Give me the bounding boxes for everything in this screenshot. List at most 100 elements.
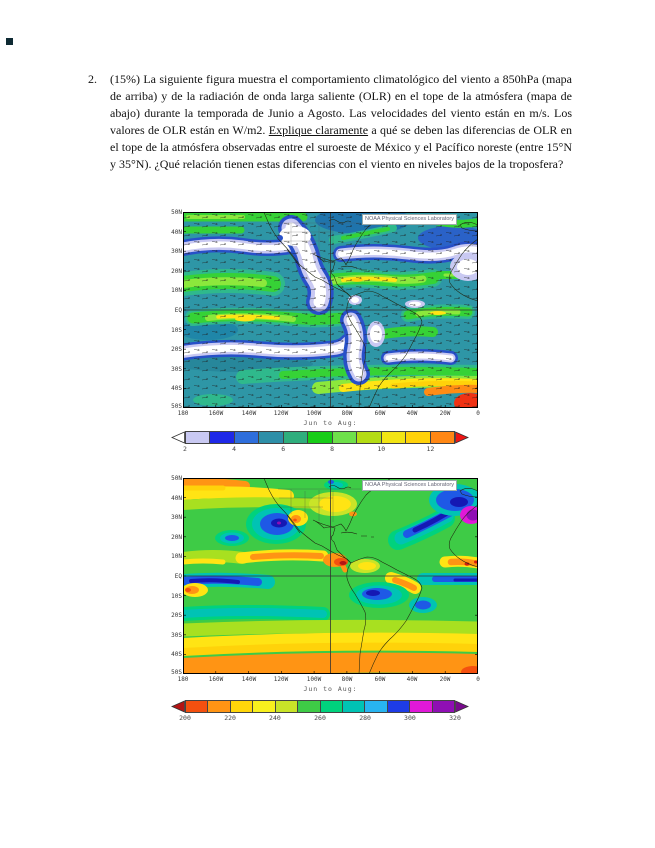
noaa-label: NOAA Physical Sciences Laboratory <box>362 480 457 491</box>
colorbar-segment <box>234 432 260 443</box>
lat-axis-label: 30S <box>171 366 182 373</box>
colorbar-tick: 240 <box>269 714 281 722</box>
lon-axis-label: 20W <box>439 410 451 417</box>
lon-axis-label: 120W <box>273 410 289 417</box>
lat-axis-label: 20N <box>171 534 182 541</box>
coastlines <box>263 478 478 674</box>
lon-axis-label: 100W <box>306 410 322 417</box>
wind-map-svg <box>183 212 478 408</box>
colorbar-segment <box>387 701 411 712</box>
colorbar-segment <box>186 432 211 443</box>
lon-axis-label: 0 <box>476 410 480 417</box>
axis-ticks <box>183 212 478 408</box>
lat-axis-label: 10N <box>171 287 182 294</box>
wind-colorbar-ticks: 2 4 6 8 10 12 <box>183 445 455 453</box>
lat-axis-label: 10S <box>171 327 182 334</box>
lat-axis-label: EQ <box>174 573 182 580</box>
lon-axis-label: 140W <box>241 410 257 417</box>
lat-axis-label: EQ <box>174 307 182 314</box>
colorbar-segment <box>210 432 235 443</box>
lon-axis-label: 160W <box>208 410 224 417</box>
colorbar-segment <box>208 701 231 712</box>
wind-colorbar <box>171 431 469 444</box>
season-label: Jun to Aug: <box>303 419 358 427</box>
colorbar-left-arrow <box>171 700 185 713</box>
lon-axis-label: 80W <box>341 410 353 417</box>
olr-colorbar <box>171 700 469 713</box>
colorbar-left-arrow <box>171 431 185 444</box>
wind-map-figure: 50N 40N 30N 20N 10N EQ 10S 20S 30S 40S 5… <box>170 209 490 460</box>
underlined-phrase: Explique claramente <box>268 123 369 137</box>
question-number: 2. <box>88 72 97 86</box>
colorbar-right-arrow <box>455 700 469 713</box>
lat-axis-label: 20S <box>171 612 182 619</box>
colorbar-segment <box>381 432 407 443</box>
olr-map-svg <box>183 478 478 674</box>
lat-axis-label: 10N <box>171 553 182 560</box>
colorbar-tick: 10 <box>377 445 386 453</box>
lon-axis-label: 40W <box>406 410 418 417</box>
colorbar-segment <box>308 432 333 443</box>
lon-axis-label: 60W <box>374 676 386 683</box>
colorbar-tick: 12 <box>426 445 435 453</box>
lat-axis-label: 40S <box>171 651 182 658</box>
state-borders <box>278 488 361 522</box>
lon-axis-label: 140W <box>241 676 257 683</box>
colorbar-segment <box>365 701 388 712</box>
colorbar-tick: 8 <box>330 445 335 453</box>
page-corner-mark <box>6 38 13 45</box>
lat-axis-label: 20S <box>171 346 182 353</box>
question-text: (15%) La siguiente figura muestra el com… <box>110 71 572 173</box>
lon-axis-label: 60W <box>374 410 386 417</box>
season-label: Jun to Aug: <box>303 685 358 693</box>
lat-axis-label: 30S <box>171 632 182 639</box>
colorbar-tick: 200 <box>179 714 191 722</box>
lon-axis-label: 120W <box>273 676 289 683</box>
lon-axis-label: 160W <box>208 676 224 683</box>
lat-axis-label: 40N <box>171 229 182 236</box>
lat-axis-label: 10S <box>171 593 182 600</box>
lat-axis-label: 50S <box>171 669 182 676</box>
colorbar-segment <box>332 432 358 443</box>
colorbar-tick: 280 <box>359 714 371 722</box>
lat-axis-label: 50N <box>171 209 182 216</box>
lon-axis-label: 0 <box>476 676 480 683</box>
axis-ticks <box>183 478 478 674</box>
question-text-after: a qué se deben las diferencias de OLR en… <box>110 123 573 171</box>
lon-axis-label: 180 <box>177 410 189 417</box>
lon-axis-label: 40W <box>406 676 418 683</box>
lat-axis-label: 20N <box>171 268 182 275</box>
lat-axis-label: 30N <box>171 514 182 521</box>
colorbar-segment <box>186 701 209 712</box>
colorbar-segment <box>410 701 433 712</box>
colorbar-segment <box>432 701 455 712</box>
lat-axis-label: 40S <box>171 385 182 392</box>
colorbar-segment <box>230 701 254 712</box>
colorbar-segment <box>298 701 321 712</box>
colorbar-segment <box>283 432 309 443</box>
colorbar-tick: 220 <box>224 714 236 722</box>
lon-axis-label: 20W <box>439 676 451 683</box>
colorbar-tick: 260 <box>314 714 326 722</box>
lon-axis-label: 80W <box>341 676 353 683</box>
colorbar-segment <box>357 432 382 443</box>
colorbar-segment <box>320 701 343 712</box>
colorbar-segment <box>430 432 454 443</box>
olr-colorbar-segments <box>185 700 455 713</box>
question-text-before: (15%) La siguiente figura muestra el com… <box>110 72 572 137</box>
colorbar-tick: 2 <box>183 445 187 453</box>
lat-axis-label: 40N <box>171 495 182 502</box>
wind-colorbar-segments <box>185 431 455 444</box>
colorbar-tick: 4 <box>232 445 237 453</box>
noaa-label: NOAA Physical Sciences Laboratory <box>362 214 457 225</box>
question-block: 2. (15%) La siguiente figura muestra el … <box>88 71 572 173</box>
lat-axis-label: 50N <box>171 475 182 482</box>
colorbar-segment <box>342 701 366 712</box>
lat-axis-label: 50S <box>171 403 182 410</box>
olr-colorbar-ticks: 200 220 240 260 280 300 320 <box>179 714 461 722</box>
colorbar-segment <box>253 701 276 712</box>
lon-axis-label: 180 <box>177 676 189 683</box>
colorbar-tick: 300 <box>404 714 416 722</box>
olr-map-figure: 50N 40N 30N 20N 10N EQ 10S 20S 30S 40S 5… <box>170 475 490 726</box>
